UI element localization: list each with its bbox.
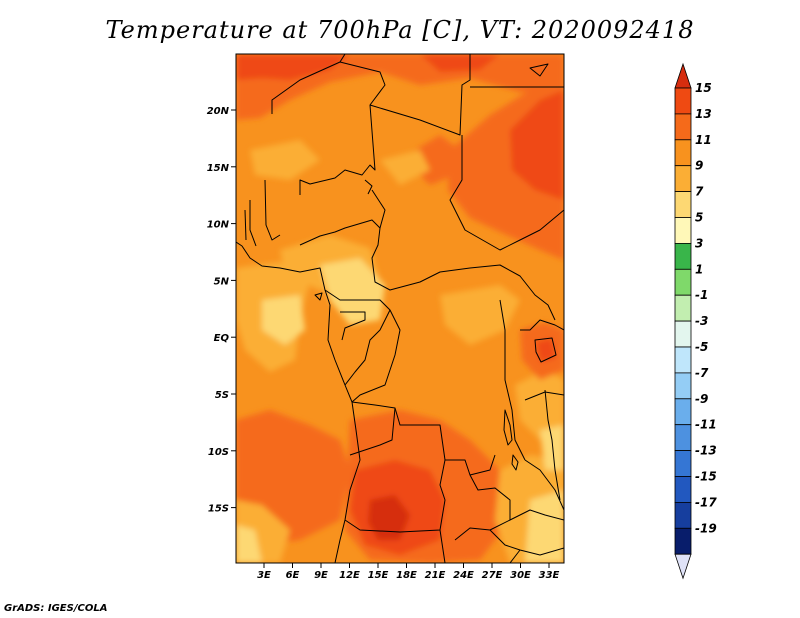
lon-tick-label: 9E: [314, 570, 328, 581]
lon-tick-label: 3E: [257, 570, 271, 581]
colorbar-swatch: [674, 191, 692, 218]
colorbar-swatch: [674, 501, 692, 529]
colorbar-label: -1: [695, 288, 708, 302]
lat-tick-label: EQ: [214, 333, 230, 344]
colorbar-label: -19: [695, 521, 717, 535]
lon-tick-label: 6E: [286, 570, 300, 581]
colorbar-label: -3: [695, 314, 708, 328]
colorbar-swatch: [674, 87, 692, 115]
colorbar-label: -5: [695, 340, 708, 354]
lat-tick-label: 5N: [214, 276, 230, 287]
colorbar-label: -15: [695, 470, 717, 484]
colorbar-swatch: [674, 372, 692, 400]
colorbar-label: -7: [695, 366, 709, 380]
colorbar-label: 15: [695, 81, 712, 95]
lon-tick-label: 30E: [510, 570, 531, 581]
colorbar-swatch: [674, 294, 692, 322]
colorbar-swatch: [674, 398, 692, 426]
colorbar-swatch: [674, 527, 692, 555]
colorbar-swatch: [674, 476, 692, 503]
lat-tick-label: 10N: [207, 220, 230, 231]
colorbar-bottom-arrow: [674, 553, 692, 580]
colorbar-swatch: [674, 320, 692, 348]
colorbar-swatch: [674, 242, 692, 270]
lon-tick-label: 18E: [396, 570, 417, 581]
lat-tick-label: 20N: [207, 106, 230, 117]
lon-tick-label: 12E: [339, 570, 360, 581]
colorbar: 15 13 11 9 7 5 3 1 -1 -3 -5 -7 -9 -11 -13 -15 -17 -19: [674, 62, 717, 580]
colorbar-swatch: [674, 165, 692, 192]
colorbar-label: 13: [695, 107, 712, 121]
colorbar-swatch: [674, 450, 692, 477]
colorbar-swatch: [674, 139, 692, 167]
colorbar-swatch: [674, 217, 692, 244]
lon-tick-label: 15E: [368, 570, 389, 581]
colorbar-label: -13: [695, 444, 717, 458]
colorbar-label: -11: [695, 418, 717, 432]
lon-tick-label: 33E: [539, 570, 560, 581]
lon-tick-label: 21E: [425, 570, 446, 581]
colorbar-label: 11: [695, 133, 712, 147]
colorbar-label: 1: [695, 262, 703, 276]
lat-tick-label: 15S: [208, 504, 229, 515]
colorbar-label: 3: [695, 236, 703, 250]
lon-tick-label: 24E: [453, 570, 474, 581]
colorbar-swatch: [674, 424, 692, 452]
colorbar-swatch: [674, 268, 692, 296]
colorbar-swatch: [674, 113, 692, 141]
lat-tick-label: 15N: [207, 163, 230, 174]
chart-title: Temperature at 700hPa [C], VT: 202009241…: [105, 16, 695, 44]
lat-tick-label: 10S: [208, 447, 229, 458]
colorbar-top-arrow: [674, 62, 692, 89]
longitude-axis: 3E 6E 9E 12E 15E 18E 21E 24E 27E 30E 33E: [257, 563, 560, 581]
credit-label: GrADS: IGES/COLA: [4, 603, 108, 614]
colorbar-swatch: [674, 346, 692, 374]
latitude-axis: 20N 15N 10N 5N EQ 5S 10S 15S: [207, 106, 236, 515]
lat-tick-label: 5S: [215, 390, 229, 401]
lon-tick-label: 27E: [482, 570, 503, 581]
map-frame: [235, 53, 565, 564]
country-borders: [236, 54, 564, 563]
temperature-field: [236, 54, 564, 563]
colorbar-label: -9: [695, 392, 708, 406]
colorbar-label: 9: [695, 159, 703, 173]
colorbar-label: -17: [695, 495, 717, 509]
colorbar-label: 7: [695, 185, 704, 199]
colorbar-label: 5: [695, 211, 703, 225]
